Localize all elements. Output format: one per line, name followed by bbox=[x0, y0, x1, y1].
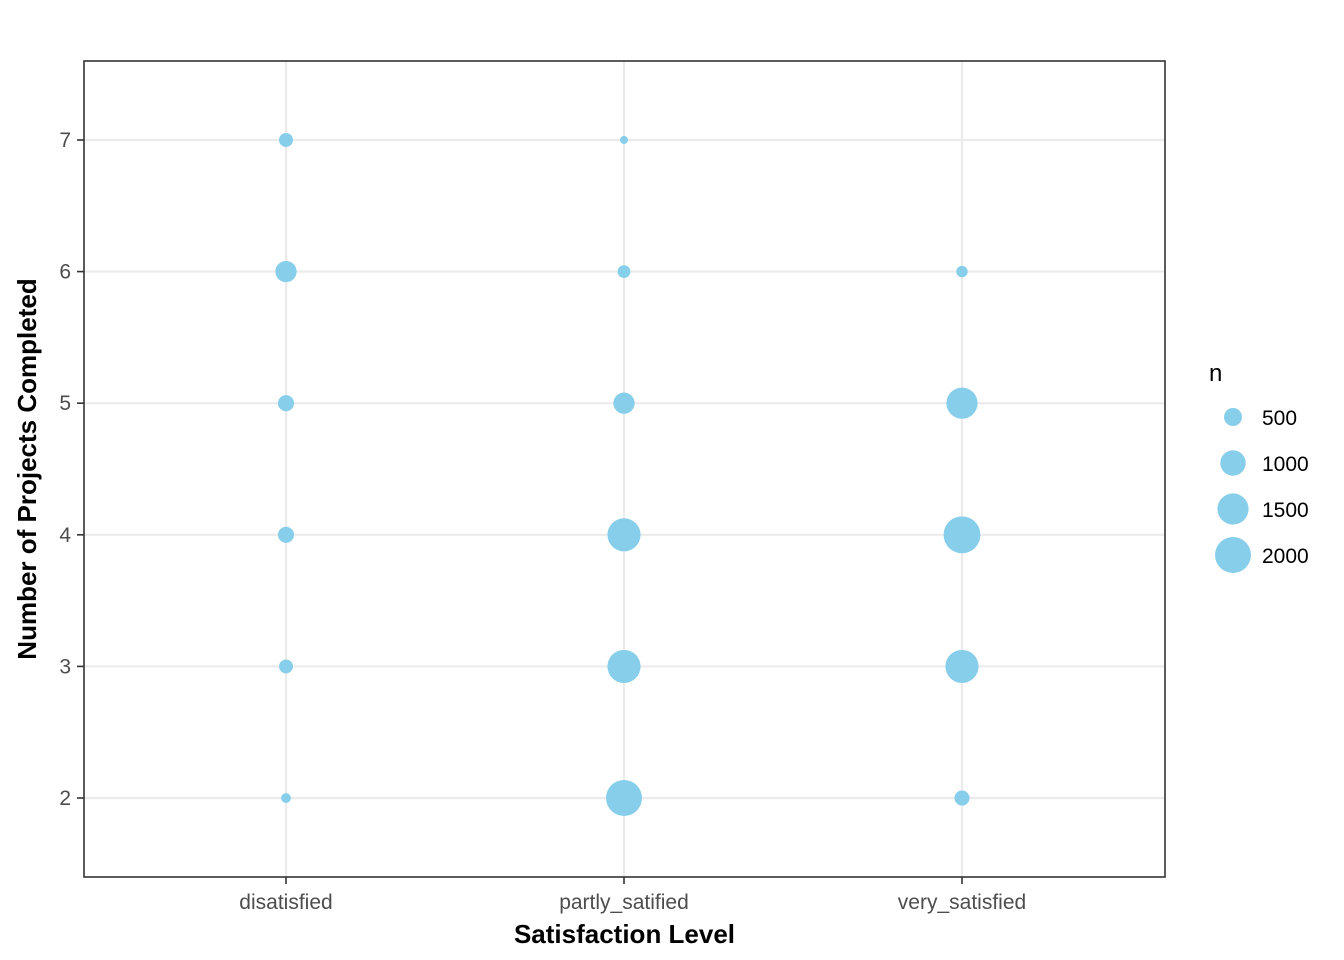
legend-label-2000: 2000 bbox=[1262, 545, 1309, 568]
point-disatisfied-4 bbox=[277, 526, 295, 543]
point-disatisfied-6 bbox=[275, 260, 297, 283]
legend-key-2000 bbox=[1215, 537, 1251, 573]
y-tick-label-3: 3 bbox=[59, 655, 71, 678]
y-tick-label-5: 5 bbox=[59, 392, 71, 415]
legend-label-1500: 1500 bbox=[1262, 499, 1309, 522]
point-partly-satified-2 bbox=[606, 780, 642, 817]
point-very-satisfied-4 bbox=[943, 516, 981, 554]
point-very-satisfied-6 bbox=[956, 265, 968, 278]
data-points bbox=[275, 132, 981, 817]
legend-label-1000: 1000 bbox=[1262, 453, 1309, 476]
y-tick-label-2: 2 bbox=[59, 787, 71, 810]
legend-key-1000 bbox=[1220, 450, 1246, 476]
point-partly-satified-7 bbox=[620, 135, 628, 144]
point-partly-satified-4 bbox=[607, 518, 641, 552]
axes: 2 3 4 5 6 7 disatisfied partly_satified very_sat… bbox=[59, 129, 1026, 914]
y-axis-title: Number of Projects Completed bbox=[12, 278, 42, 659]
legend-key-500 bbox=[1224, 408, 1242, 426]
point-partly-satified-5 bbox=[613, 392, 635, 414]
point-disatisfied-2 bbox=[281, 793, 291, 803]
legend: n 500 1000 1500 2000 bbox=[1209, 360, 1309, 573]
point-disatisfied-3 bbox=[279, 659, 293, 674]
legend-title: n bbox=[1209, 360, 1222, 387]
point-very-satisfied-5 bbox=[946, 387, 978, 419]
x-axis-title: Satisfaction Level bbox=[514, 919, 735, 949]
y-tick-label-4: 4 bbox=[59, 524, 71, 547]
legend-label-500: 500 bbox=[1262, 407, 1297, 430]
point-very-satisfied-3 bbox=[945, 649, 979, 684]
point-disatisfied-7 bbox=[279, 132, 293, 147]
x-tick-label-very-satisfied: very_satisfied bbox=[898, 891, 1026, 914]
point-very-satisfied-2 bbox=[954, 790, 970, 806]
point-partly-satified-3 bbox=[607, 649, 641, 684]
point-disatisfied-5 bbox=[277, 395, 295, 412]
y-tick-label-7: 7 bbox=[59, 129, 71, 152]
x-tick-label-partly-satified: partly_satified bbox=[559, 891, 689, 914]
x-tick-label-disatisfied: disatisfied bbox=[239, 891, 332, 914]
point-partly-satified-6 bbox=[617, 265, 631, 278]
y-tick-label-6: 6 bbox=[59, 261, 71, 284]
legend-key-1500 bbox=[1217, 493, 1249, 525]
